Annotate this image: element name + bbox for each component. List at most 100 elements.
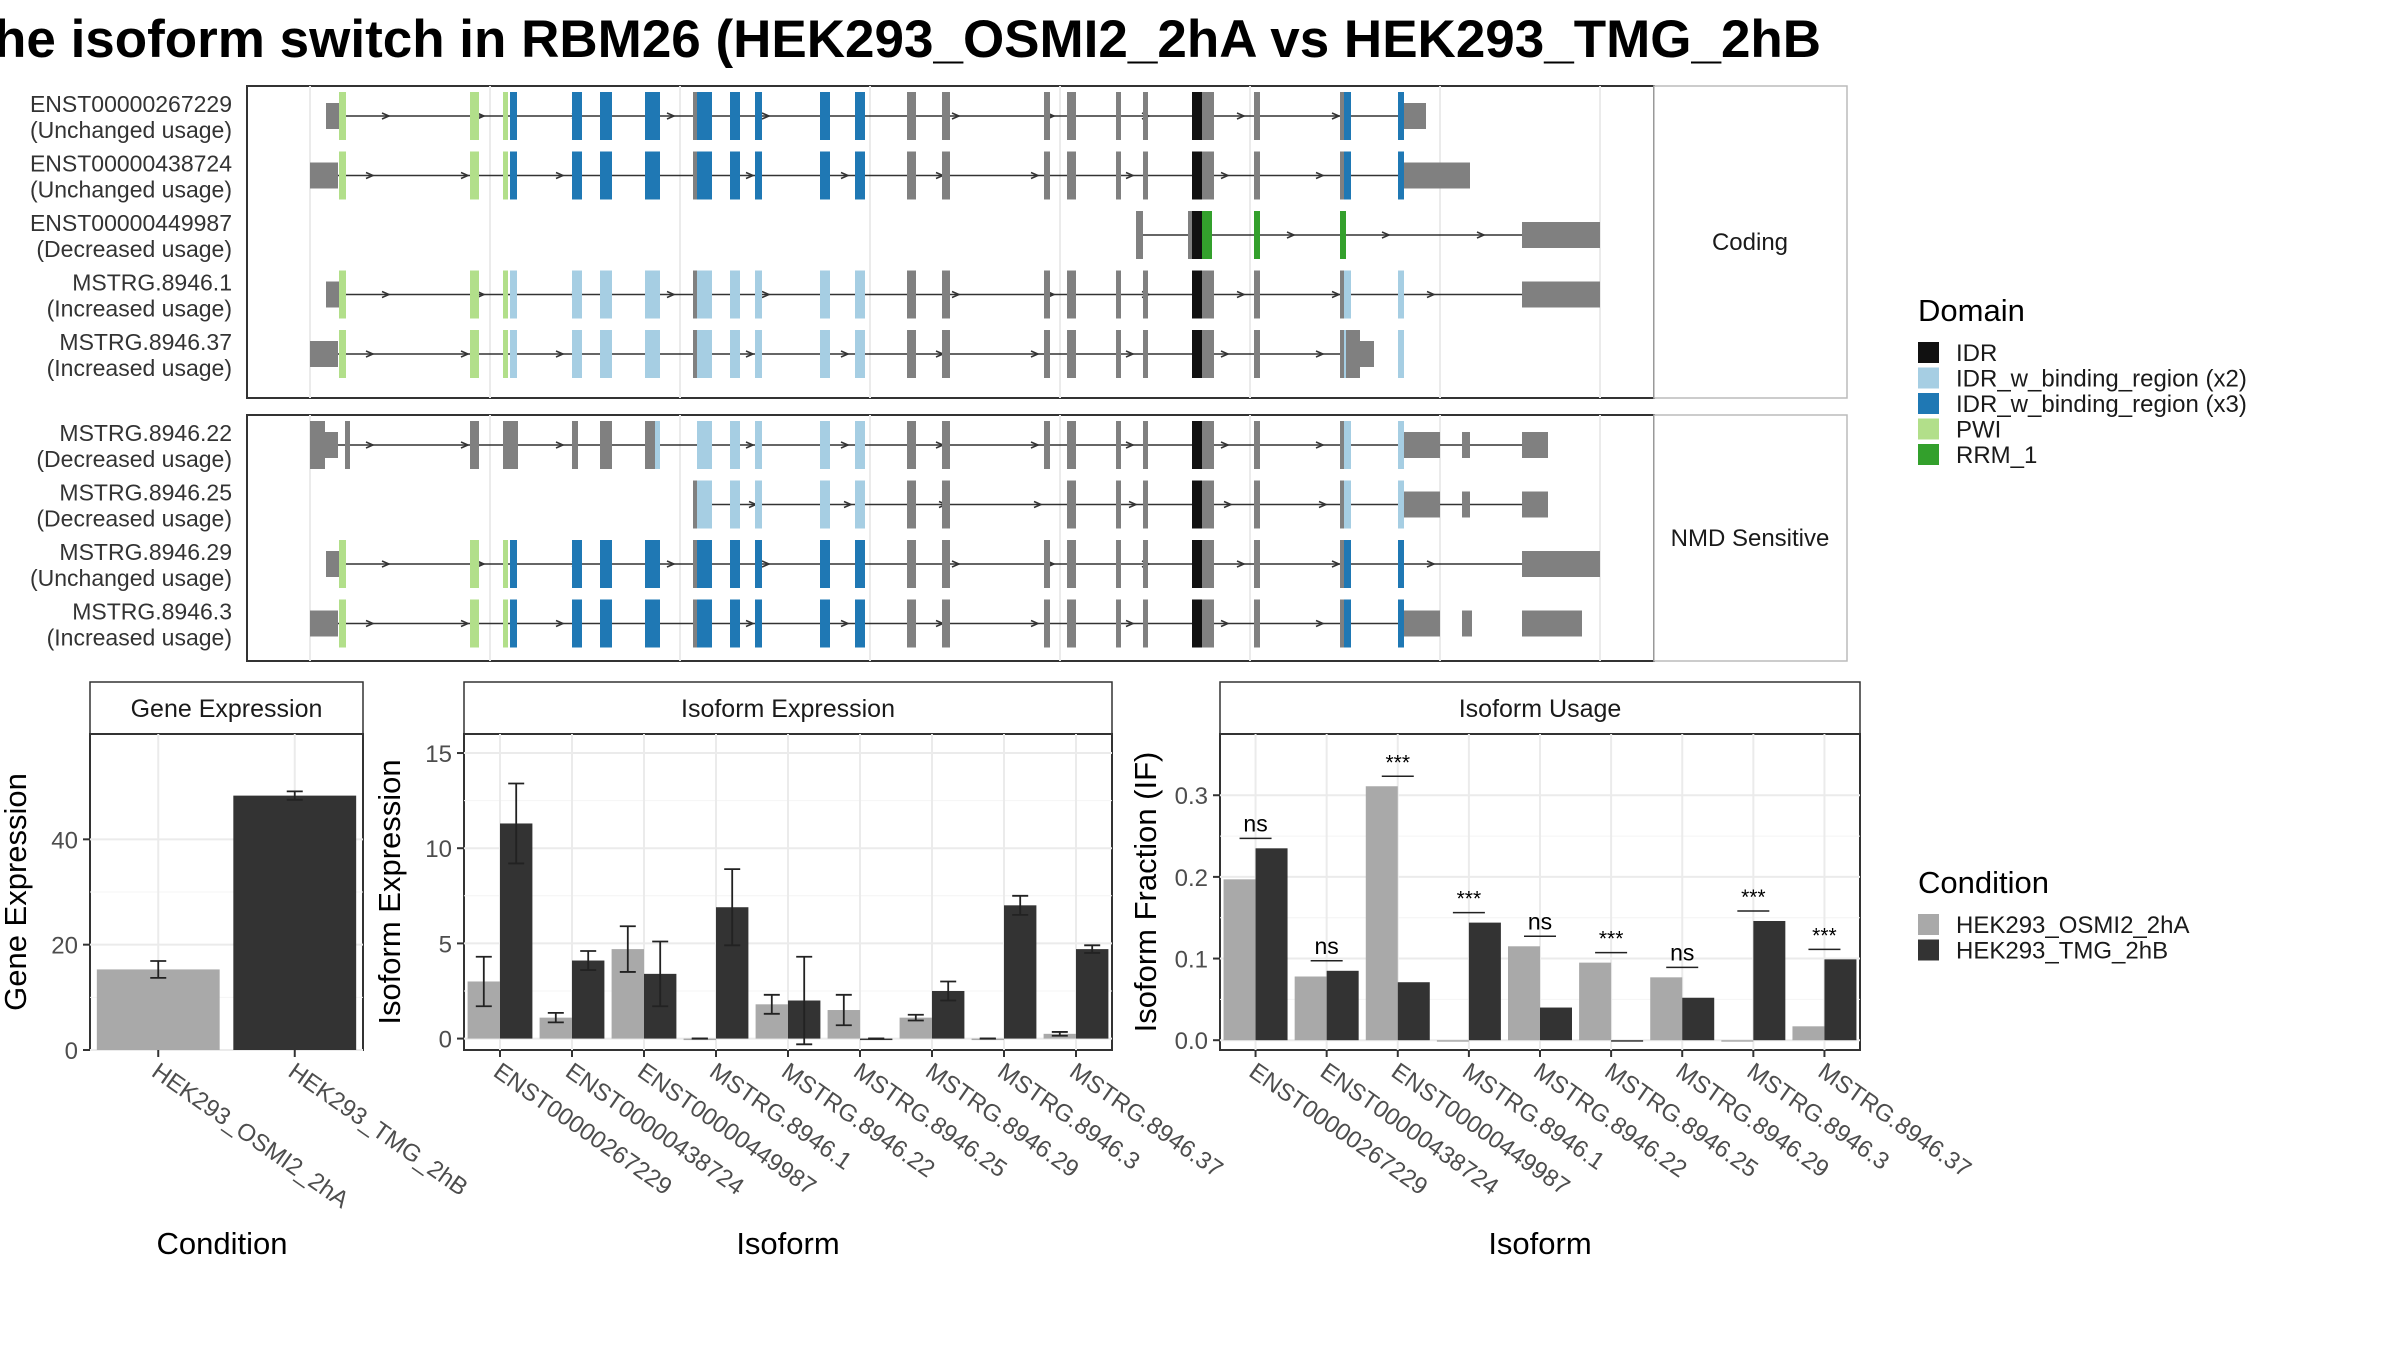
significance-label: ns [1528,908,1552,934]
transcript-row: ENST00000267229(Unchanged usage) [30,91,1426,143]
exon-block [755,599,762,648]
strand-arrow [1318,500,1328,509]
legend-condition-title: Condition [1918,865,2049,900]
exon-block [730,151,740,200]
exon-block [339,599,346,648]
exon-block [339,330,346,378]
exon-block [1116,92,1121,140]
exon-block [1254,599,1260,648]
significance-label: ns [1315,933,1339,959]
exon-block [470,151,479,200]
exon-block [855,421,865,469]
utr-exon [326,551,340,577]
strand-arrow [745,350,755,358]
legend-condition-swatch [1918,914,1939,935]
exon-block [1254,92,1260,140]
transcript-row: MSTRG.8946.1(Increased usage) [47,270,1600,322]
strand-arrow [1315,441,1325,449]
bar [1397,982,1430,1041]
exon-block [1143,330,1148,378]
exon-block [942,330,950,378]
bar [1721,1040,1754,1042]
exon-block [1143,540,1148,588]
transcript-usage-label: (Decreased usage) [36,236,232,262]
strand-arrow [381,290,391,299]
strand-arrow [1315,171,1325,180]
transcript-usage-label: (Unchanged usage) [30,565,232,591]
exon-block [942,599,950,648]
exon-block [855,270,865,319]
strand-arrow [381,560,391,568]
exon-block [503,540,508,588]
utr-exon [1404,432,1440,458]
exon-block [1340,92,1344,140]
utr-exon [1522,222,1600,248]
exon-block [907,480,916,529]
transcript-usage-label: (Decreased usage) [36,506,232,532]
exon-block [820,270,830,319]
exon-block [1067,599,1076,648]
exon-block [1398,151,1404,200]
exon-block [1192,211,1202,259]
bar [1326,970,1359,1041]
exon-block [1116,599,1121,648]
y-tick-label: 0 [65,1038,78,1065]
exon-block [855,599,865,648]
utr-exon [310,162,338,189]
exon-block [339,270,346,319]
exon-block [1143,421,1148,469]
exon-block [1202,599,1214,648]
exon-block [1340,599,1344,648]
exon-block [693,270,697,319]
bar [1540,1007,1572,1041]
exon-block [1254,540,1260,588]
strand-arrow [1426,290,1436,299]
strand-arrow [951,560,961,568]
y-tick-label: 15 [425,741,452,768]
bar [1579,962,1612,1041]
bar [1792,1026,1825,1041]
bar [1682,997,1715,1041]
legend-domain-label: IDR [1956,340,1997,367]
exon-block [1202,151,1214,200]
utr-exon [326,281,340,308]
exon-block [645,599,660,648]
exon-block [1340,421,1344,469]
exon-block [1344,92,1351,140]
exon-block [907,270,916,319]
transcript-id-label: MSTRG.8946.3 [72,599,232,625]
exon-block [1143,480,1148,529]
exon-block [1067,421,1076,469]
utr-exon [1350,341,1374,367]
y-tick-label: 0.2 [1175,865,1208,892]
exon-block [907,92,916,140]
transcript-row: ENST00000438724(Unchanged usage) [30,151,1470,203]
y-axis-title: Gene Expression [0,773,33,1011]
exon-block [693,330,697,378]
strand-arrow [761,112,771,120]
exon-block [1044,151,1050,200]
exon-block [470,270,479,319]
bar [1468,922,1501,1041]
exon-block [1340,270,1344,319]
utr-exon [1404,162,1470,189]
strand-arrow [761,290,771,299]
exon-block [730,599,740,648]
strand-arrow [1030,350,1040,358]
exon-block [942,540,950,588]
significance-label: *** [1599,928,1624,951]
exon-block [470,599,479,648]
exon-block [820,92,830,140]
exon-block [1116,270,1121,319]
legend-domain-swatch [1918,367,1939,389]
strand-arrow [365,171,375,180]
legend-domain-label: IDR_w_binding_region (x2) [1956,366,2247,393]
exon-block [820,421,830,469]
exon-block [645,92,660,140]
strand-arrow [555,171,565,180]
transcript-usage-label: (Unchanged usage) [30,117,232,143]
exon-block [503,330,508,378]
strand-arrow [761,560,771,568]
y-tick-label: 5 [439,931,452,958]
y-tick-label: 10 [425,836,452,863]
